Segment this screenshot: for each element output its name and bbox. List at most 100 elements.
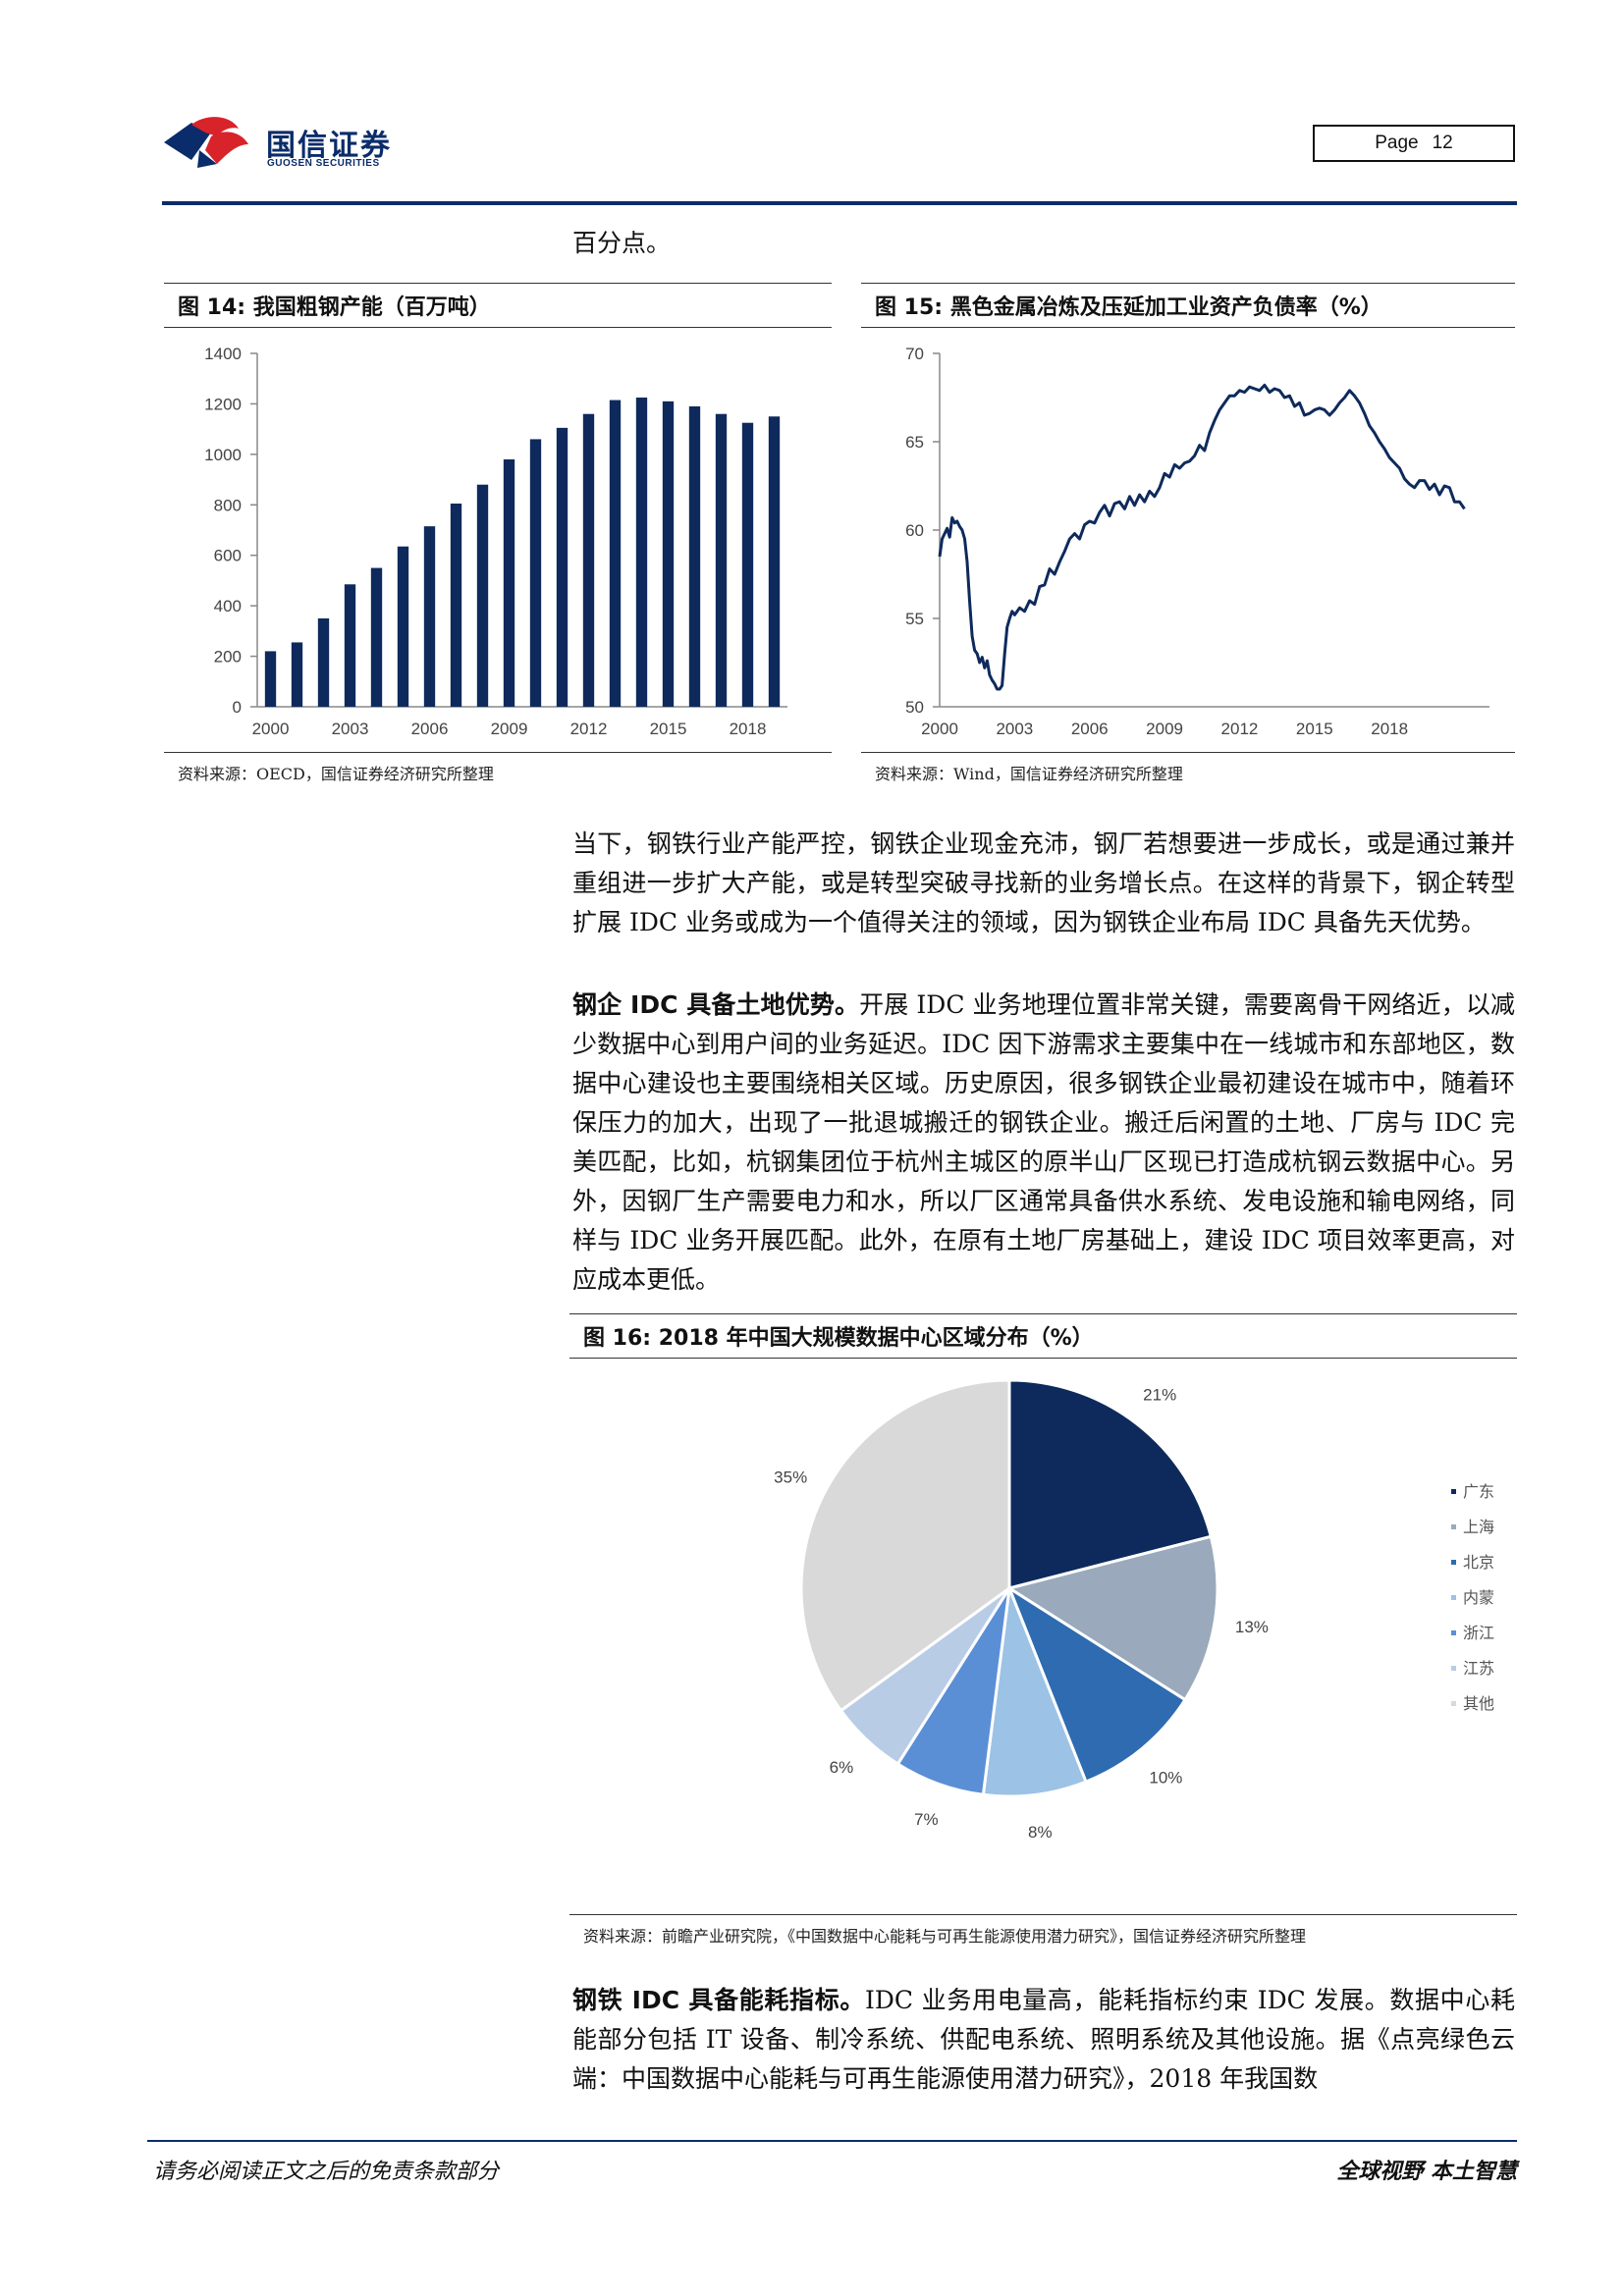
legend-label: 上海: [1463, 1518, 1494, 1536]
legend-label: 内蒙: [1463, 1588, 1494, 1607]
x-tick-label: 2012: [570, 720, 608, 738]
bar-2005: [397, 546, 409, 707]
page-indicator: Page 12: [1313, 125, 1515, 162]
paragraph-3: 钢铁 IDC 具备能耗指标。IDC 业务用电量高，能耗指标约束 IDC 发展。数…: [572, 1981, 1515, 2099]
pie-slice-1: [1005, 1534, 1219, 1702]
x-tick-label: 2006: [411, 720, 449, 738]
bar-2006: [423, 526, 436, 707]
paragraph-1: 当下，钢铁行业产能严控，钢铁企业现金充沛，钢厂若想要进一步成长，或是通过兼并重组…: [572, 829, 1515, 936]
bar-2019: [768, 416, 781, 707]
x-tick-label: 2006: [1071, 720, 1109, 738]
x-tick-label: 2009: [1146, 720, 1183, 738]
bar-2010: [529, 439, 542, 707]
x-tick-label: 2000: [921, 720, 958, 738]
paragraph-2-text: 开展 IDC 业务地理位置非常关键，需要离骨干网络近，以减少数据中心到用户间的业…: [572, 990, 1515, 1294]
bar-2009: [503, 459, 515, 707]
page-number: 12: [1432, 133, 1453, 153]
paragraph-2: 钢企 IDC 具备土地优势。开展 IDC 业务地理位置非常关键，需要离骨干网络近…: [572, 986, 1515, 1300]
bar-2013: [609, 400, 622, 707]
x-tick-label: 2000: [252, 720, 290, 738]
figure-16-title: 图 16: 2018 年中国大规模数据中心区域分布（%）: [569, 1313, 1517, 1359]
legend-label: 北京: [1463, 1553, 1494, 1572]
x-tick-label: 2018: [1371, 720, 1408, 738]
x-tick-label: 2015: [1296, 720, 1333, 738]
y-tick-label: 70: [905, 345, 924, 363]
legend-label: 其他: [1463, 1694, 1494, 1713]
pie-value-label: 8%: [1028, 1823, 1053, 1842]
y-tick-label: 50: [905, 698, 924, 717]
x-tick-label: 2003: [332, 720, 369, 738]
legend-label: 浙江: [1463, 1624, 1494, 1642]
bar-2016: [688, 406, 701, 707]
bar-2004: [370, 567, 383, 707]
paragraph-2-lead: 钢企 IDC 具备土地优势。: [572, 990, 860, 1019]
pie-value-label: 7%: [914, 1810, 939, 1829]
y-tick-label: 1000: [204, 446, 242, 464]
y-tick-label: 0: [233, 698, 242, 717]
logo-chinese-name: 国信证券: [266, 129, 392, 163]
figure-15-source: 资料来源：Wind，国信证券经济研究所整理: [861, 752, 1515, 784]
legend-swatch-1: [1451, 1524, 1456, 1529]
bar-2007: [450, 504, 462, 707]
pie-slice-2: [1005, 1584, 1188, 1785]
bar-2003: [344, 584, 356, 707]
pie-value-label: 6%: [830, 1758, 854, 1777]
figure-15-title: 图 15: 黑色金属冶炼及压延加工业资产负债率（%）: [861, 283, 1515, 328]
figure-14-title: 图 14: 我国粗钢产能（百万吨）: [164, 283, 832, 328]
legend-swatch-4: [1451, 1630, 1456, 1635]
figure-15: 图 15: 黑色金属冶炼及压延加工业资产负债率（%） 50 55 60 65 70 200…: [861, 283, 1515, 783]
figure-14-source: 资料来源：OECD，国信证券经济研究所整理: [164, 752, 832, 784]
header-divider: [162, 201, 1517, 205]
bar-2011: [556, 427, 568, 707]
footer-slogan: 全球视野 本土智慧: [1336, 2159, 1517, 2184]
paragraph-3-lead: 钢铁 IDC 具备能耗指标。: [572, 1986, 866, 2014]
pie-value-label: 35%: [774, 1468, 807, 1487]
bar-2001: [291, 642, 303, 707]
pie-slice-3: [981, 1587, 1088, 1798]
pie-value-label: 13%: [1235, 1618, 1269, 1636]
guosen-logo-icon: [164, 117, 248, 168]
figure-14-chart: 0 200 400 600 800 1000 1200 1400 2000 2003 2006 200…: [204, 345, 787, 738]
x-tick-label: 2012: [1221, 720, 1259, 738]
y-tick-label: 1400: [204, 345, 242, 363]
legend-swatch-2: [1451, 1560, 1456, 1565]
pie-slice-0: [1007, 1378, 1214, 1590]
x-tick-label: 2003: [996, 720, 1033, 738]
bar-2015: [662, 400, 675, 707]
y-tick-label: 60: [905, 521, 924, 540]
y-tick-label: 55: [905, 610, 924, 628]
y-tick-label: 65: [905, 433, 924, 452]
y-tick-label: 200: [214, 648, 242, 667]
y-tick-label: 800: [214, 496, 242, 514]
y-tick-label: 600: [214, 547, 242, 565]
series-line: [938, 383, 1466, 691]
figure-14: 图 14: 我国粗钢产能（百万吨） 0 200 400 600 800 1000 1200 1…: [164, 283, 832, 783]
footer-divider: [147, 2140, 1517, 2142]
bar-2000: [264, 651, 277, 707]
pie-value-label: 10%: [1149, 1769, 1182, 1788]
figure-16: 图 16: 2018 年中国大规模数据中心区域分布（%） 21% 13% 10% 8%…: [569, 1313, 1517, 1946]
legend-swatch-0: [1451, 1489, 1456, 1494]
legend-swatch-3: [1451, 1595, 1456, 1600]
figure-16-source: 资料来源：前瞻产业研究院，《中国数据中心能耗与可再生能源使用潜力研究》，国信证券…: [569, 1914, 1517, 1947]
figure-15-chart: 50 55 60 65 70 2000 2003 2006 2009 2012 2015 2018: [905, 345, 1489, 738]
pie-value-label: 21%: [1143, 1386, 1176, 1405]
y-tick-label: 1200: [204, 395, 242, 413]
y-tick-label: 400: [214, 597, 242, 615]
bar-2014: [635, 398, 648, 707]
bar-2012: [582, 413, 595, 707]
legend-swatch-6: [1451, 1701, 1456, 1706]
logo-english-name: GUOSEN SECURITIES: [267, 158, 380, 169]
bar-2017: [715, 413, 728, 707]
x-tick-label: 2009: [491, 720, 528, 738]
bar-2018: [741, 422, 754, 707]
x-tick-label: 2018: [730, 720, 767, 738]
intro-text: 百分点。: [572, 229, 672, 257]
paragraph-3-text: IDC 业务用电量高，能耗指标约束 IDC 发展。数据中心耗能部分包括 IT 设…: [572, 1986, 1515, 2093]
company-logo: 国信证券 GUOSEN SECURITIES: [162, 103, 417, 182]
footer-disclaimer: 请务必阅读正文之后的免责条款部分: [153, 2160, 500, 2184]
legend-label: 江苏: [1463, 1659, 1494, 1678]
page-header: 国信证券 GUOSEN SECURITIES Page 12: [162, 103, 1517, 211]
legend-label: 广东: [1463, 1482, 1494, 1501]
